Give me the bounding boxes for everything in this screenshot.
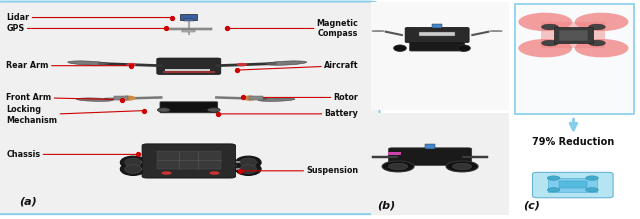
- Circle shape: [207, 108, 220, 112]
- Bar: [559, 30, 588, 41]
- Bar: [114, 96, 128, 100]
- Bar: [371, 2, 509, 110]
- Ellipse shape: [240, 158, 257, 167]
- Bar: [184, 19, 194, 21]
- Text: Front Arm: Front Arm: [6, 93, 122, 102]
- Circle shape: [541, 40, 558, 46]
- Text: Battery: Battery: [218, 109, 358, 118]
- Circle shape: [161, 171, 172, 175]
- Circle shape: [589, 24, 605, 30]
- Bar: [554, 27, 593, 43]
- Ellipse shape: [120, 163, 146, 175]
- Circle shape: [157, 108, 170, 112]
- Bar: [180, 14, 197, 20]
- Text: Aircraft: Aircraft: [237, 61, 358, 70]
- Circle shape: [209, 171, 220, 175]
- Ellipse shape: [394, 45, 406, 51]
- Circle shape: [120, 95, 136, 101]
- Circle shape: [382, 161, 414, 172]
- Circle shape: [126, 63, 136, 66]
- Circle shape: [547, 176, 560, 180]
- Text: (b): (b): [378, 200, 396, 210]
- Bar: [182, 30, 195, 32]
- Circle shape: [388, 163, 408, 170]
- FancyBboxPatch shape: [515, 4, 634, 114]
- FancyBboxPatch shape: [410, 41, 465, 51]
- Text: GPS: GPS: [6, 24, 166, 33]
- Text: Lidar: Lidar: [6, 13, 172, 22]
- Text: Rear Arm: Rear Arm: [6, 61, 131, 70]
- Bar: [425, 144, 435, 149]
- Ellipse shape: [372, 31, 385, 32]
- Bar: [432, 24, 442, 28]
- Ellipse shape: [236, 156, 261, 169]
- Circle shape: [547, 188, 560, 192]
- Text: Locking
Mechanism: Locking Mechanism: [6, 105, 144, 125]
- Bar: [559, 181, 587, 188]
- Bar: [462, 156, 488, 158]
- Circle shape: [242, 95, 257, 101]
- Ellipse shape: [125, 165, 141, 173]
- Text: Magnetic
Compass: Magnetic Compass: [227, 19, 358, 38]
- FancyBboxPatch shape: [532, 172, 613, 198]
- Ellipse shape: [266, 61, 307, 65]
- Bar: [249, 96, 263, 100]
- Ellipse shape: [76, 98, 113, 101]
- Bar: [165, 69, 210, 71]
- Circle shape: [586, 176, 598, 180]
- FancyBboxPatch shape: [388, 148, 472, 165]
- Ellipse shape: [68, 61, 109, 65]
- Text: Chassis: Chassis: [6, 150, 138, 159]
- Bar: [541, 22, 605, 48]
- Ellipse shape: [236, 163, 261, 175]
- Circle shape: [589, 40, 605, 46]
- Bar: [548, 178, 597, 192]
- Text: 79% Reduction: 79% Reduction: [532, 137, 614, 147]
- Circle shape: [575, 39, 628, 57]
- Bar: [419, 32, 455, 36]
- Bar: [157, 151, 221, 169]
- Ellipse shape: [240, 165, 257, 173]
- Bar: [165, 28, 212, 30]
- Circle shape: [237, 63, 247, 66]
- Circle shape: [452, 163, 472, 170]
- Ellipse shape: [490, 31, 502, 32]
- Text: Rotor: Rotor: [243, 93, 358, 102]
- Circle shape: [446, 161, 478, 172]
- FancyBboxPatch shape: [142, 144, 236, 178]
- FancyBboxPatch shape: [157, 58, 221, 74]
- FancyBboxPatch shape: [405, 27, 469, 43]
- Circle shape: [541, 24, 558, 30]
- Text: Suspension: Suspension: [240, 166, 358, 175]
- Circle shape: [586, 188, 598, 192]
- Ellipse shape: [120, 156, 146, 169]
- Ellipse shape: [458, 45, 470, 51]
- Text: (c): (c): [524, 200, 540, 210]
- Circle shape: [518, 13, 572, 31]
- Bar: [163, 71, 215, 73]
- FancyBboxPatch shape: [160, 102, 218, 113]
- Circle shape: [518, 39, 572, 57]
- Text: (a): (a): [19, 197, 37, 207]
- Bar: [371, 113, 509, 215]
- FancyBboxPatch shape: [0, 2, 380, 214]
- Circle shape: [575, 13, 628, 31]
- Ellipse shape: [125, 158, 141, 167]
- Bar: [372, 156, 398, 158]
- Bar: [388, 152, 401, 155]
- Ellipse shape: [258, 98, 295, 101]
